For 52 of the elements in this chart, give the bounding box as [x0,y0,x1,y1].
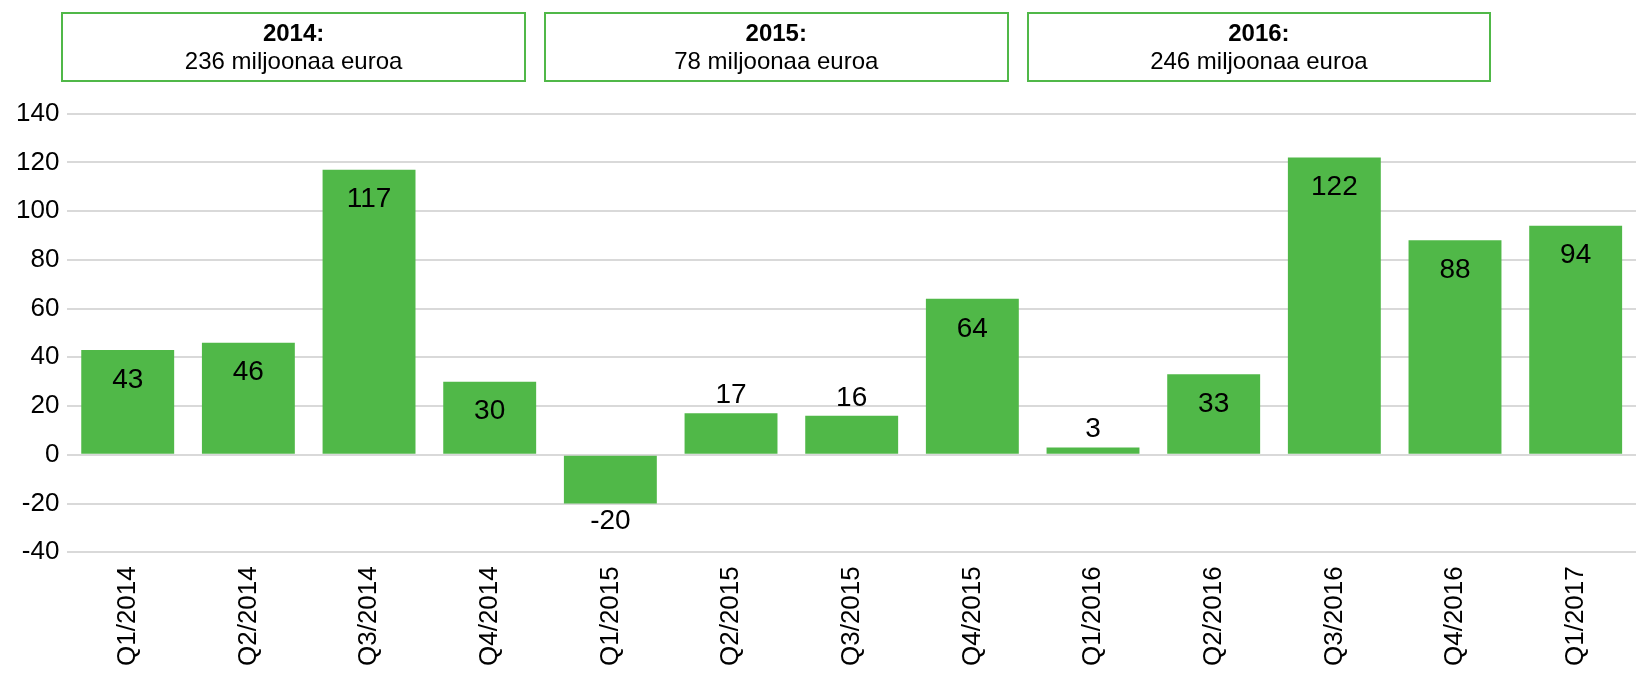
y-tick-label: 80 [30,242,60,273]
x-tick-label: Q2/2015 [714,566,745,666]
bar [1167,374,1261,454]
text-box: 2016: 246 miljoonaa euroa [1026,12,1492,82]
x-tick-label: Q4/2015 [955,566,986,666]
bar [684,413,778,454]
bar [443,381,537,454]
y-tick-label: 20 [30,389,60,420]
y-tick-label: 120 [15,145,60,176]
x-tick-label: Q1/2017 [1558,566,1589,666]
x-tick-label: Q1/2015 [593,566,624,666]
data-label: 3 [1085,412,1101,444]
bar [1529,225,1623,454]
text-box: 2015: 78 miljoonaa euroa [544,12,1009,82]
data-label: 16 [836,380,868,412]
data-label: 94 [1560,238,1592,270]
bar [805,415,899,454]
x-tick-label: Q4/2014 [472,566,503,666]
y-tick-label: -40 [21,535,60,566]
text-box: 2014: 236 miljoonaa euroa [61,12,526,82]
y-tick-label: 40 [30,340,60,371]
data-label: -20 [590,504,631,536]
bar [81,349,175,454]
bar [563,455,657,504]
data-label: 117 [346,182,392,214]
y-tick-label: 0 [44,437,60,468]
y-tick-label: 60 [30,291,60,322]
x-tick-label: Q3/2015 [834,566,865,666]
data-label: 64 [956,311,988,343]
bar [925,298,1019,454]
x-tick-label: Q1/2016 [1076,566,1107,666]
data-label: 122 [1310,170,1358,202]
bar [1287,157,1381,454]
y-tick-label: -20 [21,486,60,517]
x-tick-label: Q3/2016 [1317,566,1348,666]
data-label: 30 [474,394,506,426]
y-tick-label: 100 [15,194,60,225]
bar [322,169,416,454]
data-label: 33 [1198,387,1230,419]
data-label: 17 [715,378,747,410]
x-tick-label: Q4/2016 [1438,566,1469,666]
bar [1408,240,1502,454]
bar [201,342,295,454]
y-tick-label: 140 [15,96,60,127]
bar [1046,447,1140,454]
x-tick-label: Q2/2014 [231,566,262,666]
data-label: 88 [1439,253,1471,285]
x-tick-label: Q3/2014 [352,566,383,666]
x-tick-label: Q2/2016 [1196,566,1227,666]
x-tick-label: Q1/2014 [110,566,141,666]
data-label: 43 [112,362,144,394]
data-label: 46 [232,355,264,387]
